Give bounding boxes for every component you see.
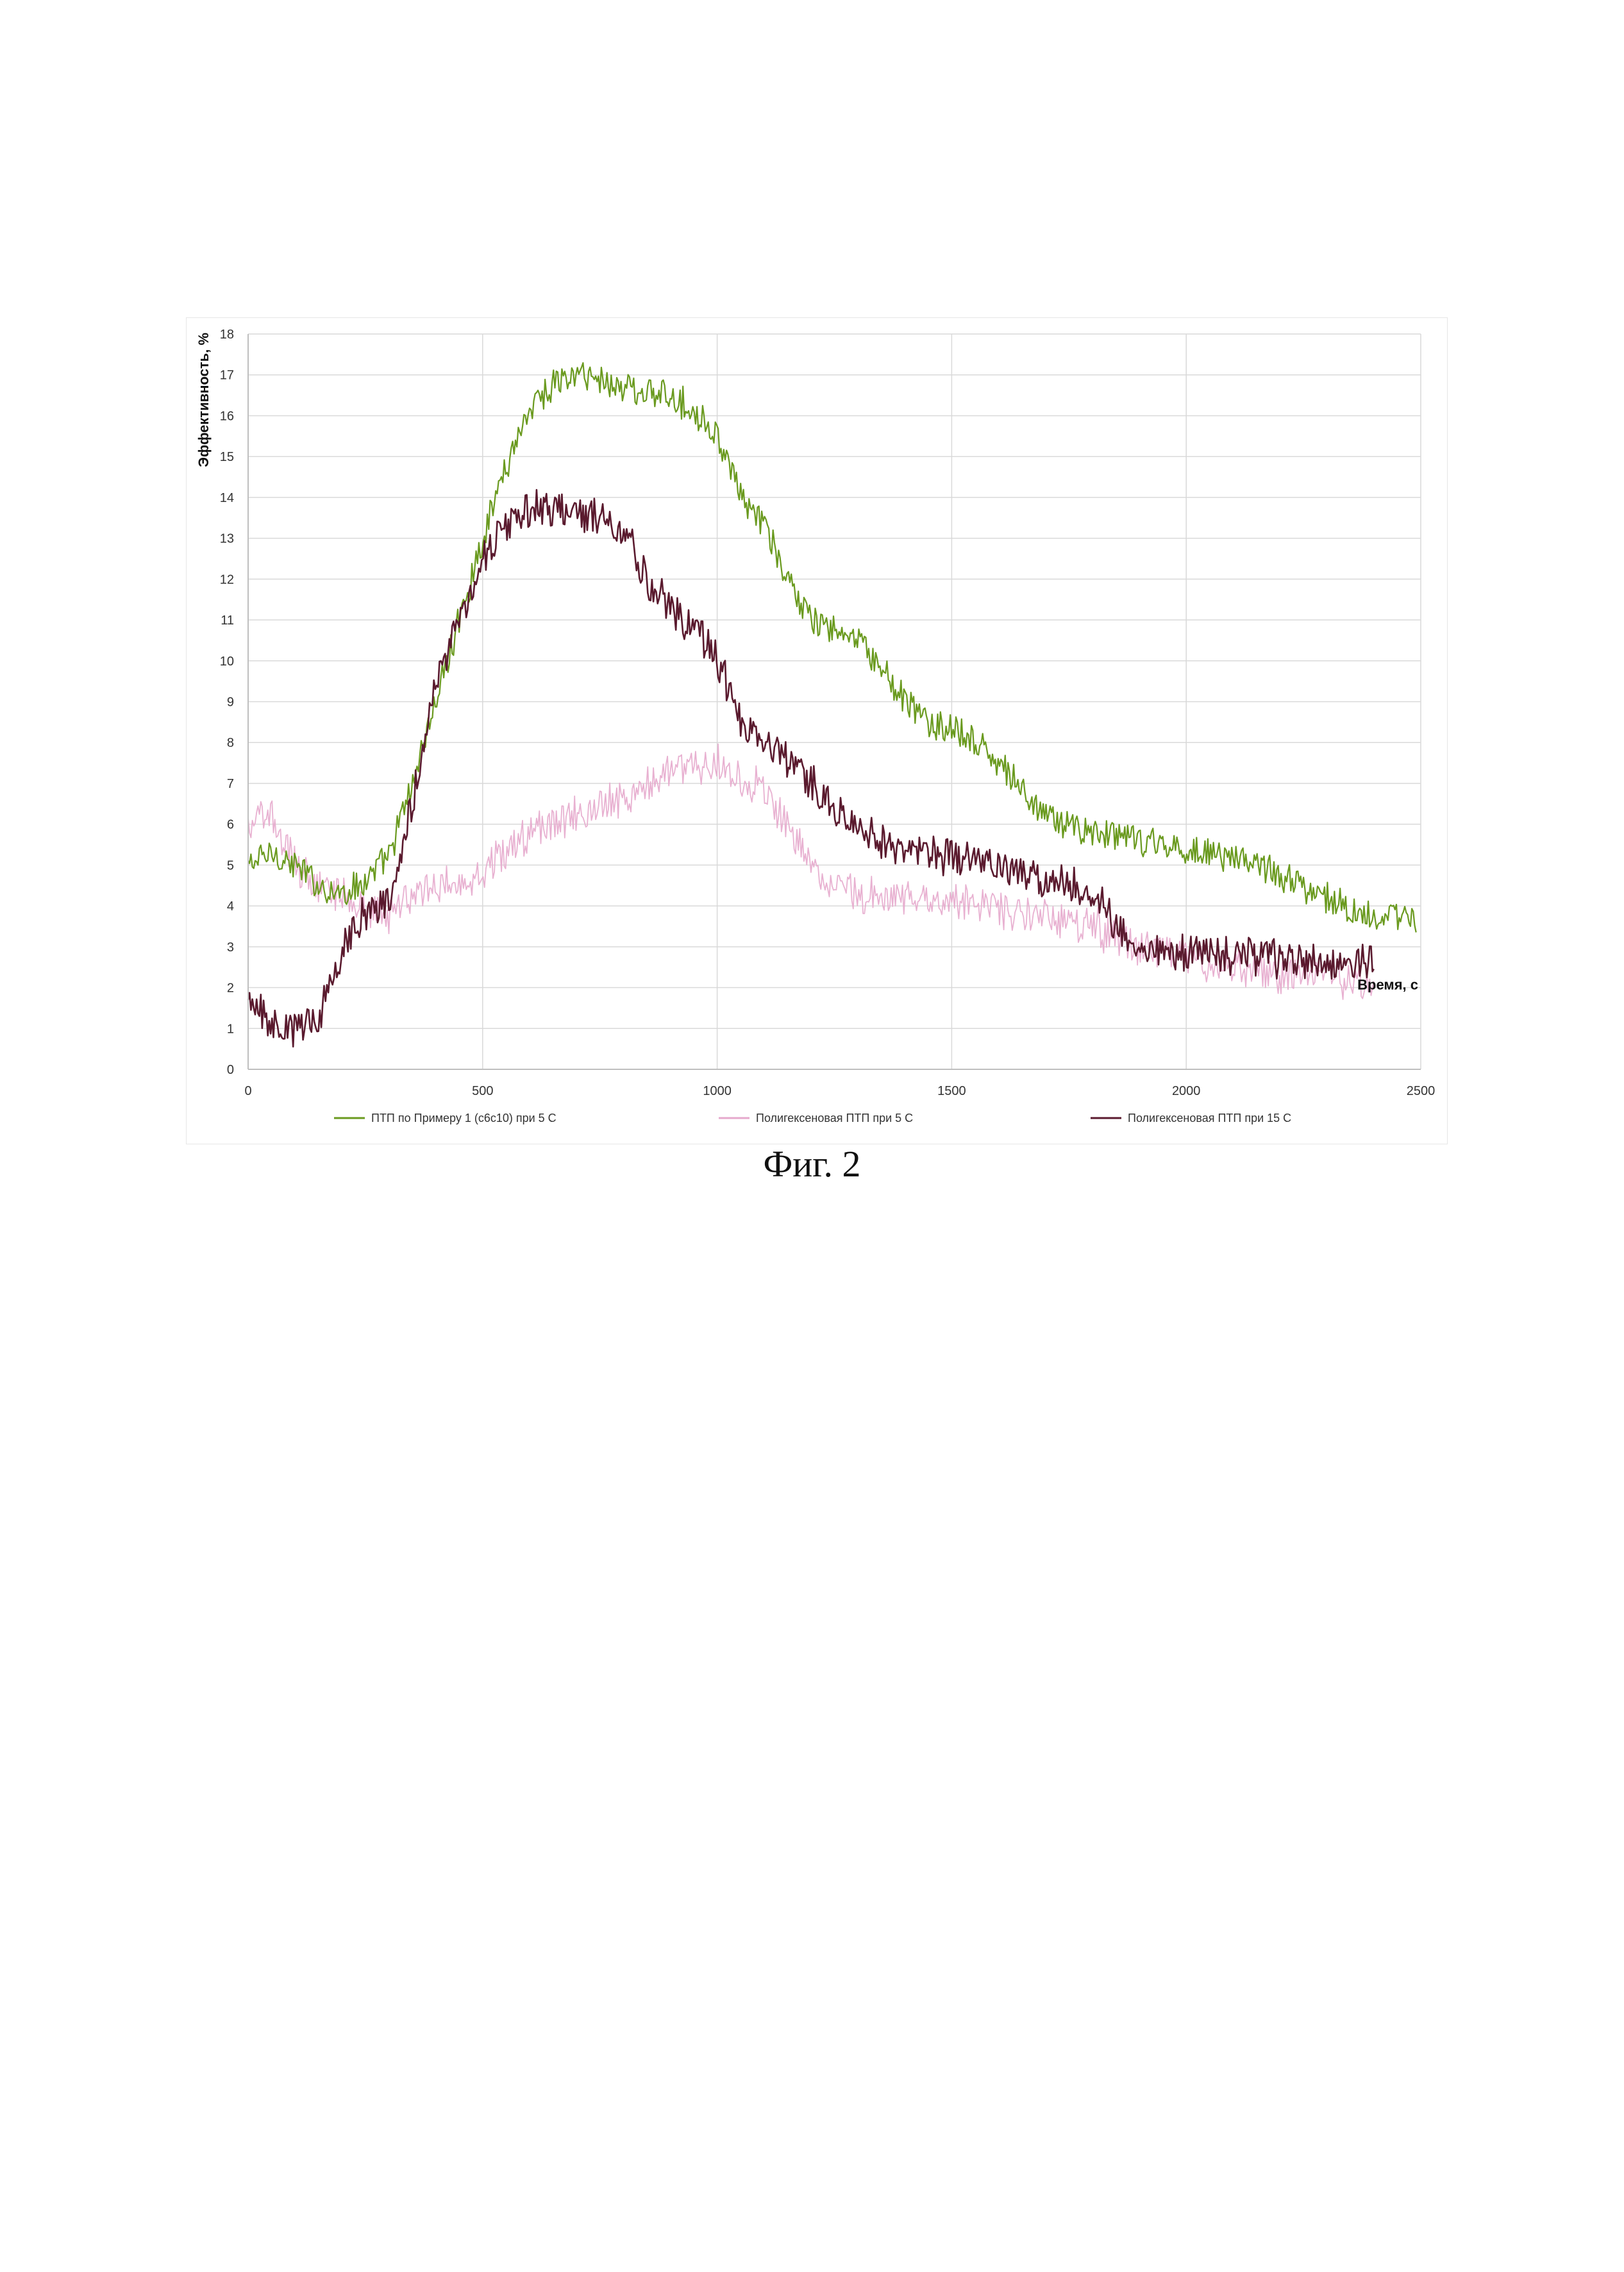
series-layer	[248, 363, 1416, 1047]
line-chart: 0123456789101112131415161718050010001500…	[187, 318, 1448, 1145]
y-tick-label: 11	[221, 614, 234, 628]
legend-label: Полигексеновая ПТП при 5 С	[756, 1112, 913, 1124]
y-tick-label: 3	[227, 940, 234, 955]
series-line-1	[248, 363, 1416, 932]
y-tick-label: 12	[220, 572, 234, 587]
y-tick-label: 17	[220, 369, 234, 383]
y-tick-label: 15	[220, 450, 234, 464]
axis-layer: 0123456789101112131415161718050010001500…	[196, 328, 1435, 1098]
x-tick-label: 1000	[703, 1084, 732, 1098]
y-tick-label: 10	[220, 655, 234, 669]
y-tick-label: 16	[220, 409, 234, 423]
x-tick-label: 2500	[1407, 1084, 1436, 1098]
x-axis-label: Время, с	[1357, 977, 1418, 993]
y-tick-label: 9	[227, 696, 234, 710]
y-tick-label: 5	[227, 858, 234, 873]
y-tick-label: 6	[227, 818, 234, 832]
y-tick-label: 7	[227, 777, 234, 791]
y-tick-label: 4	[227, 899, 234, 914]
legend-label: ПТП по Примеру 1 (с6с10) при 5 С	[371, 1112, 557, 1124]
legend-layer: ПТП по Примеру 1 (с6с10) при 5 С Полигекс…	[334, 1112, 1291, 1124]
x-tick-label: 500	[472, 1084, 493, 1098]
y-tick-label: 18	[220, 328, 234, 342]
y-axis-label: Эффективность, %	[196, 333, 212, 467]
figure-caption: Фиг. 2	[0, 1142, 1624, 1185]
x-tick-label: 0	[244, 1084, 251, 1098]
x-tick-label: 2000	[1172, 1084, 1201, 1098]
y-tick-label: 0	[227, 1063, 234, 1077]
legend-label: Полигексеновая ПТП при 15 С	[1128, 1112, 1291, 1124]
y-tick-label: 1	[227, 1022, 234, 1036]
y-tick-label: 14	[220, 491, 234, 505]
y-tick-label: 8	[227, 736, 234, 750]
x-tick-label: 1500	[937, 1084, 966, 1098]
y-tick-label: 13	[220, 532, 234, 546]
chart-frame: 0123456789101112131415161718050010001500…	[186, 317, 1448, 1144]
y-tick-label: 2	[227, 981, 234, 996]
